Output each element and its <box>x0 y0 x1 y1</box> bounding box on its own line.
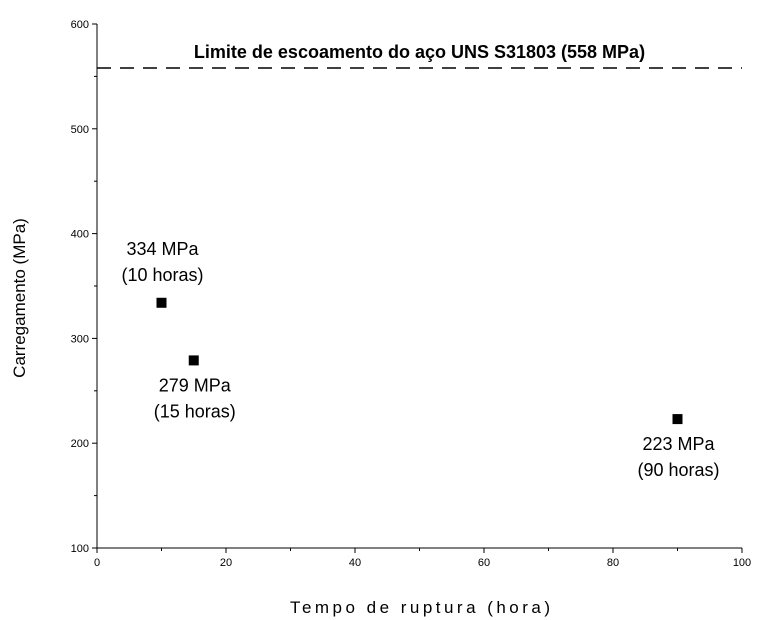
data-points <box>156 297 683 425</box>
reference-line-label: Limite de escoamento do aço UNS S31803 (… <box>194 42 645 62</box>
y-tick-label: 400 <box>71 229 89 241</box>
y-tick-label: 300 <box>71 333 89 345</box>
x-tick-label: 40 <box>349 557 361 569</box>
annotation-value: 223 MPa <box>642 434 715 454</box>
annotation-value: 279 MPa <box>159 375 232 395</box>
y-axis-title: Carregamento (MPa) <box>10 218 29 378</box>
y-tick-label: 500 <box>71 124 89 136</box>
x-tick-label: 80 <box>607 557 619 569</box>
x-tick-label: 100 <box>733 557 751 569</box>
data-point <box>672 414 683 425</box>
data-point <box>156 297 167 308</box>
y-tick-label: 600 <box>71 19 89 31</box>
annotations: 334 MPa (10 horas) 279 MPa (15 horas) 223 MP… <box>121 239 719 480</box>
ticks: 0 20 40 60 80 100 100 200 300 400 500 600 <box>71 19 752 569</box>
annotation-value: 334 MPa <box>126 239 199 259</box>
x-tick-label: 0 <box>94 557 100 569</box>
x-tick-label: 60 <box>478 557 490 569</box>
annotation-time: (90 horas) <box>637 460 719 480</box>
x-axis-title: Tempo de ruptura (hora) <box>290 598 550 617</box>
y-tick-label: 100 <box>71 543 89 555</box>
annotation-time: (10 horas) <box>121 265 203 285</box>
data-point <box>188 355 199 366</box>
reference-line-group: Limite de escoamento do aço UNS S31803 (… <box>97 42 742 69</box>
x-tick-label: 20 <box>220 557 232 569</box>
y-tick-label: 200 <box>71 438 89 450</box>
annotation-time: (15 horas) <box>154 401 236 421</box>
